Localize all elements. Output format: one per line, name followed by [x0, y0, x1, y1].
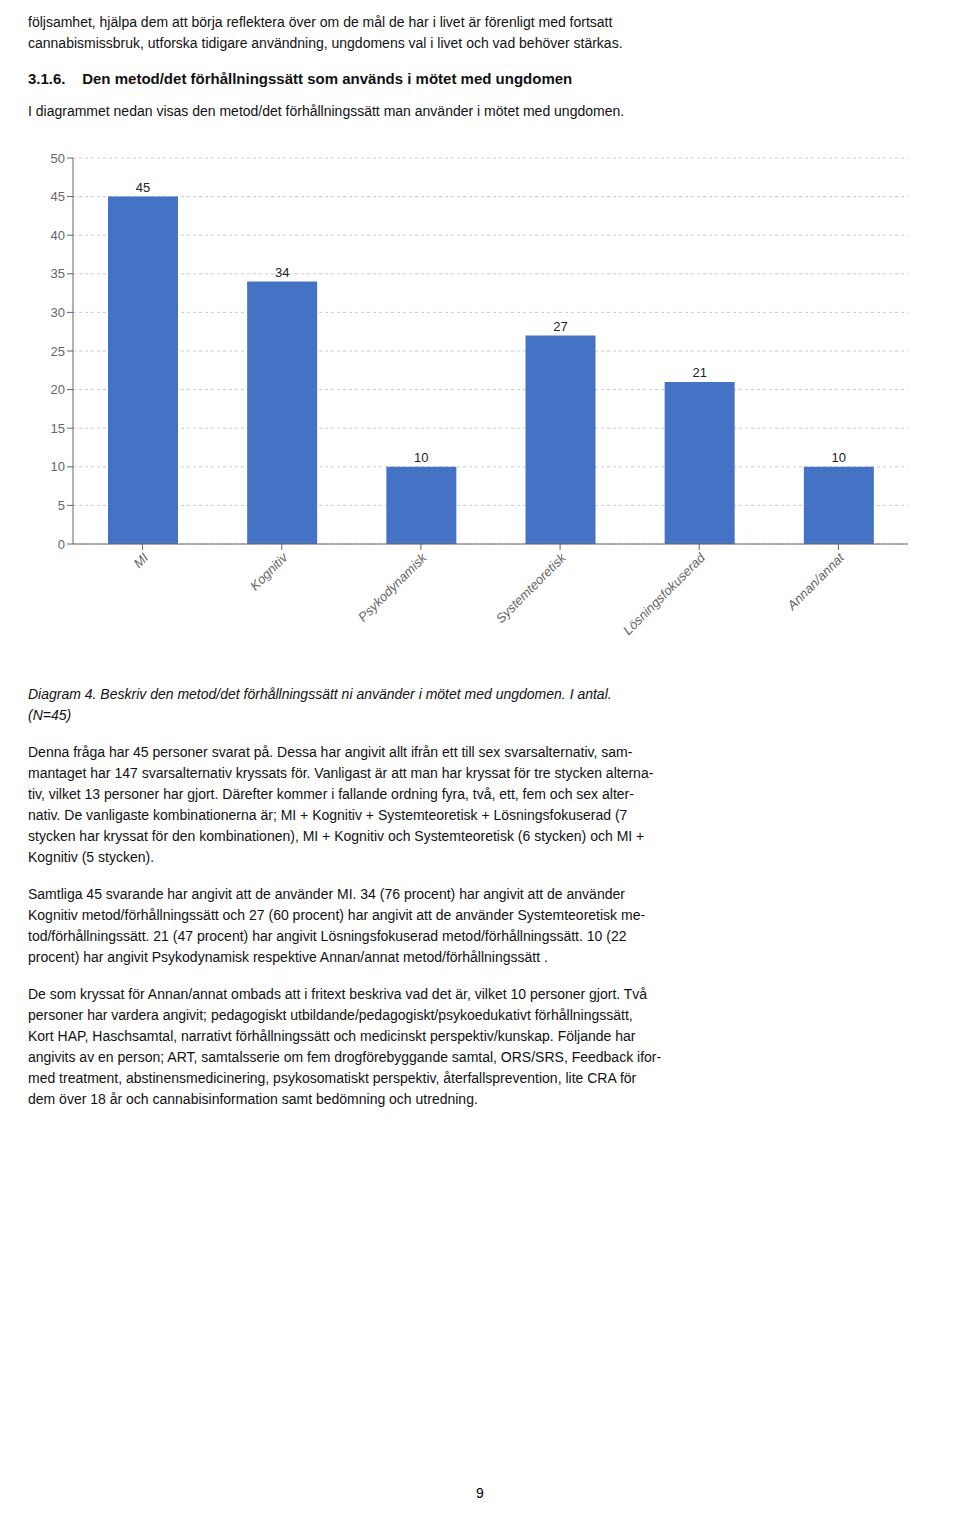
svg-text:27: 27 [553, 319, 567, 334]
svg-text:25: 25 [51, 344, 65, 359]
html-text:I diagrammet nedan visas den m: I diagrammet nedan visas den metod/det f… [28, 103, 625, 119]
svg-text:30: 30 [51, 305, 65, 320]
svg-text:15: 15 [51, 421, 65, 436]
svg-text:45: 45 [51, 189, 65, 204]
html-text:Samtliga 45 svarande har angiv: Samtliga 45 svarande har angivit att de … [28, 886, 646, 965]
html-text:Denna fråga har 45 personer sv: Denna fråga har 45 personer svarat på. D… [28, 744, 654, 865]
svg-text:0: 0 [58, 537, 65, 552]
svg-text:10: 10 [51, 459, 65, 474]
html-text:Diagram 4. Beskriv den metod/d: Diagram 4. Beskriv den metod/det förhåll… [28, 686, 612, 723]
svg-text:34: 34 [275, 265, 289, 280]
svg-text:10: 10 [832, 450, 846, 465]
svg-text:45: 45 [136, 180, 150, 195]
svg-text:5: 5 [58, 498, 65, 513]
svg-text:50: 50 [51, 151, 65, 166]
svg-text:21: 21 [692, 365, 706, 380]
html-text:följsamhet, hjälpa dem att bör: följsamhet, hjälpa dem att börja reflekt… [28, 14, 623, 51]
html-text:9: 9 [476, 1485, 484, 1501]
svg-text:MI: MI [130, 550, 151, 571]
svg-text:Psykodynamisk: Psykodynamisk [355, 549, 431, 625]
svg-text:Lösningsfokuserad: Lösningsfokuserad [620, 550, 708, 638]
svg-text:35: 35 [51, 266, 65, 281]
svg-text:Systemteoretisk: Systemteoretisk [493, 549, 570, 626]
svg-text:Kognitiv: Kognitiv [247, 549, 291, 593]
svg-text:10: 10 [414, 450, 428, 465]
html-text:De som kryssat för Annan/annat: De som kryssat för Annan/annat ombads at… [28, 986, 662, 1107]
svg-text:Annan/annat: Annan/annat [784, 549, 848, 613]
svg-text:20: 20 [51, 382, 65, 397]
html-text:3.1.6. Den metod/det förhållni: 3.1.6. Den metod/det förhållningssätt so… [28, 70, 573, 87]
svg-text:40: 40 [51, 228, 65, 243]
